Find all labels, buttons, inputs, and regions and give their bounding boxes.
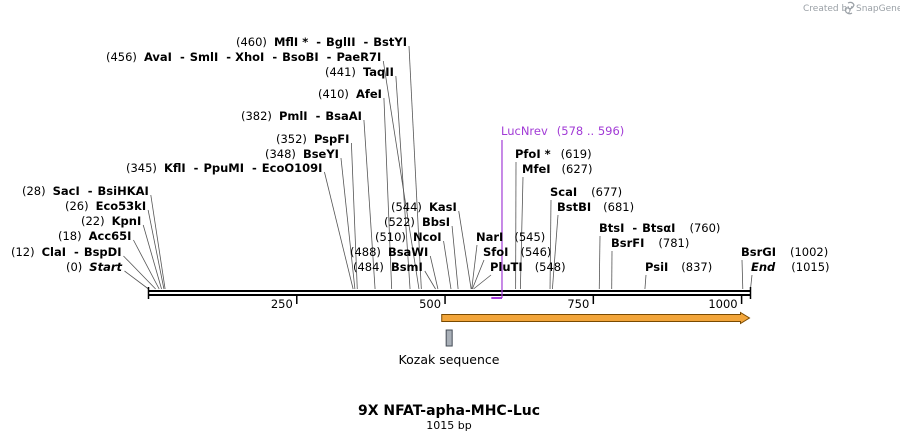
primer-lucnrev[interactable]: LucNrev (578 .. 596)	[491, 124, 624, 299]
site-label-afei[interactable]: (410) AfeI	[318, 87, 382, 101]
axis-tick-label-750: 750	[567, 297, 589, 311]
site-label-saci[interactable]: (28) SacI - BsiHKAI	[22, 184, 149, 198]
leader-line-saci	[150, 194, 166, 290]
site-label-eco53ki[interactable]: (26) Eco53kI	[65, 199, 146, 213]
leader-line-mfei	[519, 176, 524, 290]
site-label-mfli[interactable]: (460) MflI * - BglII - BstYI	[236, 35, 407, 49]
site-label-kpni[interactable]: (22) KpnI	[81, 214, 141, 228]
snapgene-logo-icon	[844, 1, 855, 15]
leader-line-start	[124, 270, 149, 290]
leader-line-nari	[471, 244, 478, 290]
site-label-bsmi[interactable]: (484) BsmI	[353, 260, 423, 274]
site-label-ncoi[interactable]: (510) NcoI	[375, 230, 442, 244]
kozak-feature[interactable]	[445, 329, 453, 347]
map-title-block: 9X NFAT-apha-MHC-Luc 1015 bp	[358, 403, 540, 432]
leader-line-scai	[549, 199, 552, 290]
leader-line-bsawi	[429, 255, 439, 290]
site-label-pspfi[interactable]: (352) PspFI	[276, 132, 349, 146]
backbone	[147, 287, 752, 299]
site-label-end[interactable]: End (1015)	[751, 260, 830, 274]
kozak-label: Kozak sequence	[399, 352, 500, 367]
credit-text: Created by	[803, 4, 853, 14]
site-label-bstbi[interactable]: BstBI (681)	[557, 200, 634, 214]
site-label-pfoi[interactable]: PfoI * (619)	[515, 147, 592, 161]
leader-line-bsmi	[424, 270, 436, 290]
leader-line-acc65i	[133, 239, 160, 290]
site-label-acc65i[interactable]: (18) Acc65I	[58, 229, 131, 243]
leader-line-bsrgi	[741, 259, 744, 290]
site-label-bsawi[interactable]: (488) BsaWI	[350, 245, 428, 259]
site-label-taqii[interactable]: (441) TaqII	[325, 65, 394, 79]
map-length: 1015 bp	[426, 419, 471, 432]
leader-line-btsi	[598, 235, 601, 290]
leader-line-pmli	[363, 119, 376, 290]
site-leader-lines	[123, 45, 753, 290]
site-label-pmli[interactable]: (382) PmlI - BsaAI	[241, 109, 362, 123]
leader-line-kfli	[324, 171, 354, 290]
primer-range: (578 .. 596)	[557, 124, 625, 138]
site-label-clai[interactable]: (12) ClaI - BspDI	[11, 245, 121, 259]
site-label-bsrfi[interactable]: BsrFI (781)	[611, 236, 689, 250]
leader-line-clai	[123, 255, 156, 290]
leader-line-bstbi	[552, 214, 559, 290]
orf-arrow[interactable]	[441, 311, 751, 325]
leader-line-mfli	[408, 45, 422, 290]
primer-name: LucNrev	[501, 124, 548, 138]
map-title: 9X NFAT-apha-MHC-Luc	[358, 403, 540, 419]
site-label-pluti[interactable]: PluTI (548)	[490, 260, 566, 274]
site-label-mfei[interactable]: MfeI (627)	[522, 162, 592, 176]
site-label-sfoi[interactable]: SfoI (546)	[483, 245, 551, 259]
leader-line-bbsi	[451, 225, 459, 290]
leader-line-pluti	[473, 274, 492, 290]
site-label-bseyi[interactable]: (348) BseYI	[265, 147, 339, 161]
leader-line-eco53ki	[147, 209, 165, 290]
leader-line-end	[750, 274, 753, 290]
site-label-kasi[interactable]: (544) KasI	[391, 200, 457, 214]
site-label-bbsi[interactable]: (522) BbsI	[384, 215, 450, 229]
site-label-btsi[interactable]: BtsI - BtsαI (760)	[599, 221, 720, 235]
credit-brand: SnapGene	[856, 4, 900, 14]
restriction-site-labels: (0) Start (12) ClaI - BspDI (18) Acc65I (22) K…	[11, 35, 830, 274]
axis-tick-label-250: 250	[271, 297, 293, 311]
axis-tick-label-1000: 1000	[708, 297, 737, 311]
leader-line-psii	[644, 274, 647, 290]
site-label-psii[interactable]: PsiI (837)	[645, 260, 712, 274]
leader-line-avai	[382, 60, 420, 290]
site-label-bsrgi[interactable]: BsrGI (1002)	[741, 245, 828, 259]
leader-line-afei	[383, 97, 393, 290]
site-label-start[interactable]: (0) Start	[66, 260, 123, 274]
site-label-kfli[interactable]: (345) KflI - PpuMI - EcoO109I	[126, 161, 322, 175]
leader-line-ncoi	[443, 240, 452, 290]
site-label-avai[interactable]: (456) AvaI - SmlI - XhoI - BsoBI - PaeR7I	[106, 50, 381, 64]
axis: 250 500 750 1000	[271, 296, 743, 311]
axis-tick-label-500: 500	[419, 297, 441, 311]
leader-line-sfoi	[471, 259, 485, 290]
site-label-nari[interactable]: NarI (545)	[476, 230, 545, 244]
leader-line-kasi	[458, 210, 472, 290]
leader-line-pspfi	[350, 142, 358, 290]
site-label-scai[interactable]: ScaI (677)	[550, 185, 622, 199]
credit: Created by SnapGene	[803, 1, 900, 15]
leader-line-kpni	[142, 224, 162, 290]
primer-label: LucNrev (578 .. 596)	[501, 124, 624, 138]
leader-line-bseyi	[340, 157, 356, 290]
leader-line-taqii	[395, 75, 411, 290]
features: Kozak sequence	[399, 311, 751, 367]
